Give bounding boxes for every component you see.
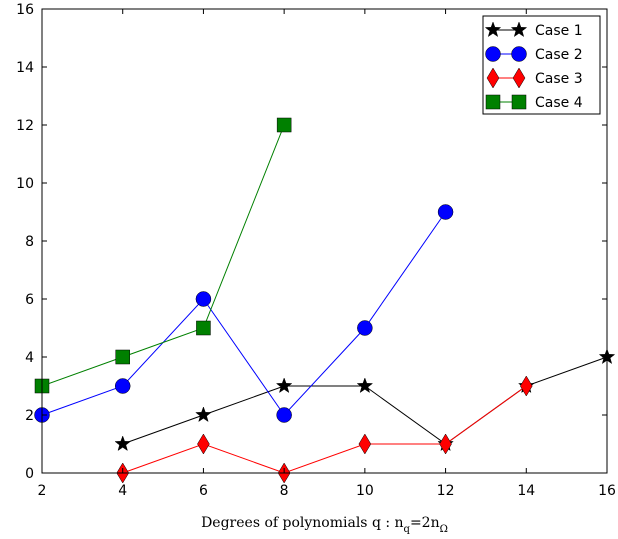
data-point-star: [356, 377, 374, 394]
legend-marker-circle: [511, 46, 527, 62]
y-tick-label: 16: [16, 2, 34, 18]
data-point-diamond: [439, 433, 452, 455]
series-line: [122, 385, 527, 474]
legend-label: Case 1: [535, 23, 583, 39]
series-case-2: [34, 204, 454, 423]
legend-label: Case 3: [535, 71, 583, 87]
data-point-circle: [437, 204, 454, 220]
x-tick-label: 6: [199, 483, 208, 499]
y-tick-label: 0: [25, 466, 34, 482]
series-line: [122, 356, 608, 445]
legend-marker-star: [510, 21, 528, 38]
x-tick-label: 12: [437, 483, 455, 499]
x-tick-label: 14: [517, 483, 535, 499]
x-tick-label: 10: [356, 483, 374, 499]
series-case-3: [116, 375, 533, 484]
data-point-circle: [114, 378, 131, 394]
x-axis-label-sub-q: q: [404, 524, 411, 535]
series-line: [41, 211, 446, 416]
data-point-square: [276, 117, 292, 133]
y-tick-label: 2: [25, 408, 34, 424]
data-point-square: [196, 320, 211, 336]
x-axis-label-sub-omega: Ω: [440, 524, 448, 535]
legend-marker-star: [484, 21, 502, 38]
data-point-diamond: [358, 433, 372, 455]
legend-item: Case 3: [486, 67, 583, 89]
legend-marker-square: [511, 94, 527, 110]
legend-marker-circle: [485, 46, 501, 62]
data-point-square: [115, 349, 130, 365]
y-tick-label: 10: [16, 176, 34, 192]
x-axis-label-text: Degrees of polynomials q : n: [201, 515, 403, 531]
legend: Case 1 Case 2 Case 3 Case 4: [482, 15, 601, 115]
x-tick-label: 8: [280, 483, 289, 499]
x-tick-label: 4: [118, 483, 127, 499]
data-point-star: [114, 435, 132, 452]
legend-label: Case 4: [535, 95, 583, 111]
y-tick-label: 8: [25, 234, 34, 250]
series-case-4: [34, 117, 292, 394]
y-tick-label: 4: [25, 350, 34, 366]
y-tick-label: 6: [25, 292, 34, 308]
data-point-star: [195, 406, 212, 423]
data-point-diamond: [197, 433, 210, 455]
x-tick-label: 2: [38, 483, 47, 499]
legend-item: Case 2: [485, 46, 583, 63]
legend-item: Case 4: [485, 94, 583, 111]
legend-marker-square: [485, 94, 501, 110]
data-point-circle: [357, 320, 373, 336]
y-tick-label: 12: [16, 118, 34, 134]
data-point-diamond: [519, 375, 533, 397]
data-point-circle: [276, 407, 292, 423]
x-axis-label-equals: =2n: [410, 515, 440, 531]
legend-box: [482, 15, 601, 115]
legend-item: Case 1: [484, 21, 583, 39]
x-tick-label: 16: [598, 483, 616, 499]
series-line: [41, 124, 285, 387]
y-tick-label: 14: [16, 60, 34, 76]
x-axis-label: Degrees of polynomials q : nq=2nΩ: [201, 515, 448, 535]
legend-marker-diamond: [486, 67, 500, 89]
legend-marker-diamond: [512, 67, 526, 89]
series-layer: [34, 117, 616, 484]
data-point-circle: [195, 291, 212, 307]
data-point-star: [275, 377, 293, 394]
legend-label: Case 2: [535, 47, 583, 63]
